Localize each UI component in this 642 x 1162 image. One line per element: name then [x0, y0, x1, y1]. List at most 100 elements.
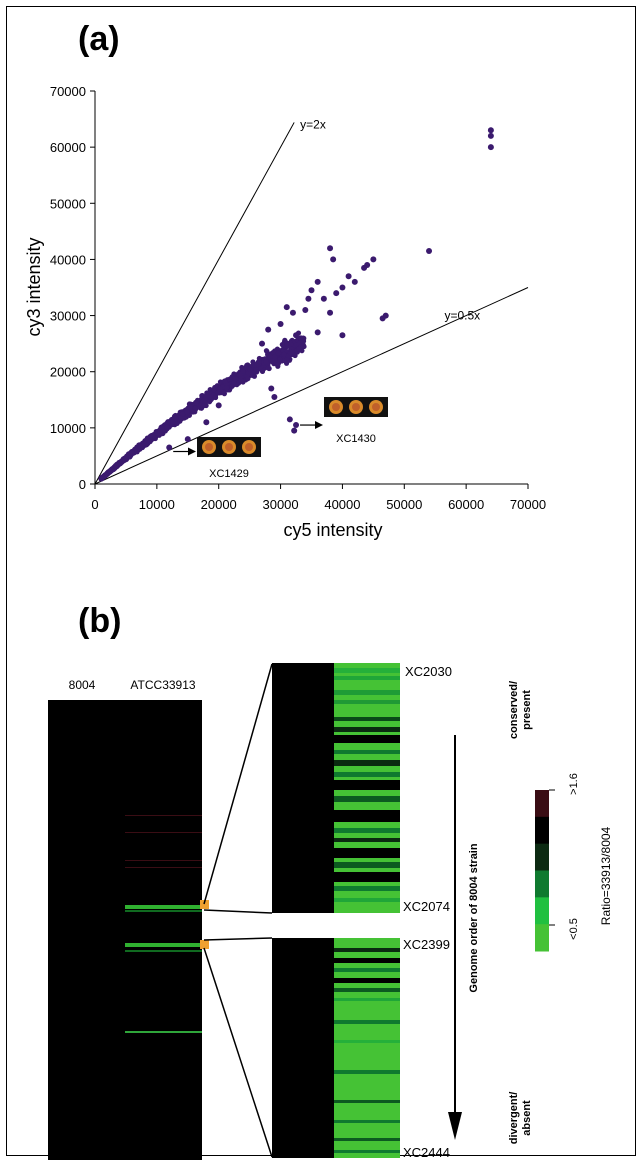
scatter-point — [271, 393, 278, 400]
zoom-bottom-bands — [334, 948, 400, 1153]
scatter-point — [330, 256, 337, 263]
zoom-line-3 — [203, 937, 273, 941]
legend-swatch — [535, 843, 549, 871]
scatter-point — [119, 458, 125, 464]
zoom-band — [334, 862, 400, 868]
x-tick-label: 0 — [91, 497, 98, 512]
scatter-point — [293, 332, 300, 339]
zoom-top-bands — [334, 668, 400, 902]
scatter-point — [271, 354, 278, 360]
y-tick-label: 50000 — [50, 196, 86, 211]
scatter-point — [215, 402, 222, 409]
scatter-point — [277, 320, 284, 327]
scatter-point — [279, 347, 286, 353]
zoom-band — [334, 690, 400, 695]
scatter-point — [172, 415, 179, 421]
arrow-head — [448, 1112, 462, 1140]
spot-annotations: XC1429 XC1430 — [173, 397, 388, 480]
scatter-point — [289, 309, 296, 316]
zoom-band — [334, 717, 400, 721]
spot-core — [225, 443, 233, 451]
scatter-point — [286, 416, 293, 423]
y-tick-label: 70000 — [50, 84, 86, 99]
overview-band — [125, 867, 202, 868]
zoom-band — [334, 998, 400, 1001]
y-axis-label: cy3 intensity — [24, 237, 44, 336]
scatter-point — [327, 309, 334, 316]
scatter-point — [201, 402, 208, 408]
scatter-point — [139, 442, 146, 449]
zoom-band — [334, 1150, 400, 1153]
panel-b-label: (b) — [78, 602, 122, 640]
scatter-point — [268, 385, 275, 392]
overview-band — [125, 943, 202, 947]
reference-lines: y=2x y=0.5x — [94, 117, 529, 485]
zoom-band — [334, 978, 400, 983]
zoom-bottom-8004-column — [272, 938, 334, 1158]
zoom-band — [334, 898, 400, 902]
x-tick-label: 60000 — [448, 497, 484, 512]
scatter-point — [296, 346, 303, 353]
scatter-point — [232, 376, 238, 382]
scatter-point — [231, 380, 237, 386]
zoom-band — [334, 1070, 400, 1074]
divergent-label-line2: absent — [521, 1100, 533, 1136]
scatter-point — [263, 348, 270, 354]
scatter-point — [361, 264, 368, 271]
scatter-point — [207, 399, 213, 405]
annotation-label: XC1430 — [336, 433, 376, 445]
zoom-band — [334, 668, 400, 673]
zoom-band — [334, 760, 400, 766]
conserved-label-line1: conserved/ — [508, 681, 520, 739]
chart-axes: 0 10000 20000 30000 40000 50000 60000 70000 0 100… — [50, 84, 546, 512]
legend-swatch — [535, 790, 549, 818]
scatter-point — [179, 411, 186, 417]
spot-core — [205, 443, 213, 451]
scatter-point — [259, 340, 266, 347]
scatter-point — [283, 304, 290, 311]
zoom-band — [334, 988, 400, 992]
zoom-marker-bottom — [200, 940, 209, 949]
zoom-band — [334, 948, 400, 952]
scatter-point — [487, 144, 494, 151]
zoom-marker-top — [200, 900, 209, 909]
scatter-point — [107, 468, 113, 474]
y-tick-label: 40000 — [50, 252, 86, 267]
legend-title: Ratio=33913/8004 — [599, 826, 613, 925]
scatter-chart: 0 10000 20000 30000 40000 50000 60000 70000 0 100… — [24, 84, 546, 540]
scatter-point — [339, 284, 346, 291]
scatter-point — [281, 351, 287, 358]
scatter-point — [184, 436, 191, 443]
scatter-point — [192, 405, 198, 411]
scatter-point — [379, 315, 386, 322]
zoom-band — [334, 1040, 400, 1043]
scatter-point — [239, 364, 245, 371]
scatter-point — [345, 273, 352, 280]
panel-a-label: (a) — [78, 20, 120, 58]
x-tick-label: 20000 — [201, 497, 237, 512]
zoom-line-4 — [203, 947, 273, 1158]
scatter-point — [265, 365, 272, 371]
genome-order-label: Genome order of 8004 strain — [468, 843, 480, 992]
zoom-top-8004-column — [272, 663, 334, 913]
color-legend — [535, 790, 549, 952]
scatter-point — [169, 419, 175, 425]
x-tick-label: 70000 — [510, 497, 546, 512]
zoom-band — [334, 958, 400, 963]
zoom-band — [334, 1120, 400, 1123]
column-label-8004: 8004 — [69, 678, 96, 692]
x-tick-label: 10000 — [139, 497, 175, 512]
zoom-band — [334, 796, 400, 802]
zoom-band — [334, 780, 400, 790]
scatter-point — [252, 368, 259, 375]
scatter-point — [487, 132, 494, 139]
scatter-point — [247, 367, 253, 373]
scatter-point — [320, 295, 327, 302]
reference-line-label: y=2x — [300, 117, 326, 131]
scatter-point — [305, 295, 312, 302]
scatter-point — [193, 400, 199, 406]
scatter-point — [98, 476, 104, 482]
legend-swatch — [535, 870, 549, 898]
x-tick-label: 40000 — [324, 497, 360, 512]
scatter-point — [164, 424, 170, 431]
